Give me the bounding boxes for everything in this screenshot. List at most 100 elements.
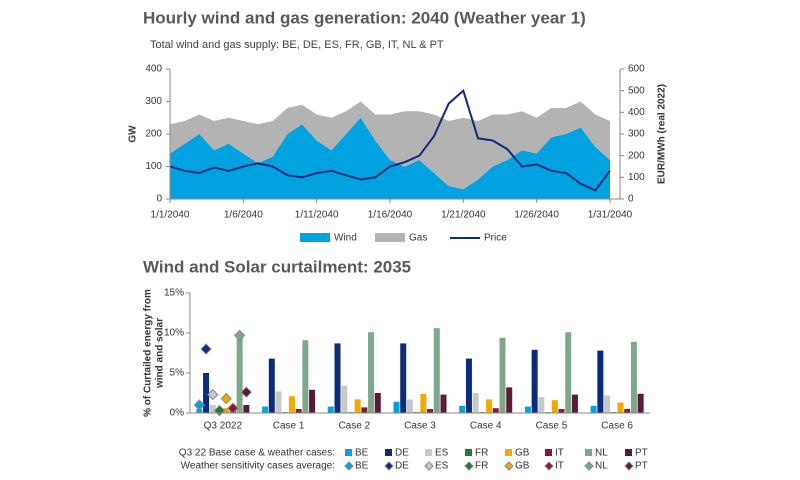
legend-label: DE <box>395 448 409 459</box>
legend-title: Q3 22 Base case & weather cases: <box>179 448 335 459</box>
x-tick-label: 1/21/2040 <box>441 210 486 221</box>
legend-label: FR <box>475 448 488 459</box>
legend-swatch <box>585 449 592 456</box>
y-tick-label: 0% <box>170 408 185 419</box>
x-tick-label: 1/26/2040 <box>514 210 559 221</box>
bar <box>637 393 644 413</box>
legend-label: PT <box>635 461 648 472</box>
legend-swatch <box>384 461 394 471</box>
legend-label: FR <box>475 461 488 472</box>
bar <box>406 399 413 413</box>
bar <box>427 409 434 413</box>
area <box>170 117 610 199</box>
legend-swatch <box>504 461 514 471</box>
y2-tick-label: 300 <box>628 129 645 140</box>
diamond-marker <box>207 388 219 401</box>
y-tick-label: 5% <box>170 368 185 379</box>
bar <box>538 397 545 413</box>
area <box>170 101 610 190</box>
legend-swatch <box>345 449 352 456</box>
y-axis-label: wind and solar <box>155 318 166 389</box>
chart-title: Wind and Solar curtailment: 2035 <box>143 257 411 276</box>
chart-subtitle: Total wind and gas supply: BE, DE, ES, F… <box>150 39 444 51</box>
bar <box>551 400 558 413</box>
x-tick-label: Case 6 <box>601 421 633 432</box>
bar <box>334 343 341 413</box>
x-tick-label: 1/1/2040 <box>151 210 190 221</box>
y-tick-label: 0 <box>156 194 162 205</box>
y-tick-label: 200 <box>145 129 162 140</box>
bar <box>604 395 611 413</box>
legend-label: BE <box>355 461 369 472</box>
legend-swatch <box>300 233 330 242</box>
bar <box>420 393 427 413</box>
diamond-marker <box>220 392 232 405</box>
y-axis-label: % of Curtailed energy from <box>143 289 154 417</box>
bar <box>465 358 472 413</box>
x-tick-label: Case 5 <box>536 421 568 432</box>
bar <box>472 393 479 413</box>
diamond-marker <box>227 402 239 414</box>
bar <box>393 401 400 413</box>
bar <box>374 393 381 413</box>
legend-label: Wind <box>334 233 357 244</box>
y-tick-label: 10% <box>164 328 184 339</box>
legend-swatch <box>424 461 434 471</box>
x-tick-label: Case 4 <box>470 421 502 432</box>
y-tick-label: 400 <box>145 64 162 75</box>
bar <box>459 405 466 413</box>
x-tick-label: 1/16/2040 <box>368 210 413 221</box>
legend-label: IT <box>555 448 564 459</box>
bar <box>354 399 361 413</box>
x-tick-label: 1/11/2040 <box>295 210 339 221</box>
legend-swatch <box>625 449 632 456</box>
diamond-marker <box>193 399 206 411</box>
legend-label: GB <box>515 461 530 472</box>
y-tick-label: 15% <box>164 288 184 299</box>
x-tick-label: Case 2 <box>338 421 370 432</box>
bar <box>196 409 203 413</box>
bar <box>624 409 631 413</box>
legend-swatch <box>545 449 552 456</box>
legend-swatch <box>584 461 594 471</box>
y-tick-label: 100 <box>145 161 162 172</box>
x-tick-label: Case 3 <box>404 421 436 432</box>
bar <box>531 349 538 413</box>
y2-tick-label: 500 <box>628 85 645 96</box>
bar <box>288 396 295 413</box>
legend-label: NL <box>595 461 608 472</box>
bar <box>302 340 309 413</box>
legend-label: Gas <box>409 233 427 244</box>
y2-tick-label: 600 <box>628 64 645 75</box>
legend-label: PT <box>635 448 648 459</box>
y2-axis-label: EUR/MWh (real 2022) <box>657 84 668 184</box>
bar <box>400 343 407 413</box>
bar <box>506 387 513 413</box>
bar <box>243 405 250 413</box>
y2-tick-label: 0 <box>628 194 634 205</box>
legend-label: GB <box>515 448 530 459</box>
diamond-marker <box>213 404 226 417</box>
legend-label: ES <box>435 461 449 472</box>
x-tick-label: Case 1 <box>273 421 305 432</box>
legend-swatch <box>505 449 512 456</box>
price-line <box>169 88 611 192</box>
bar <box>327 406 334 413</box>
y-tick-label: 300 <box>145 96 162 107</box>
bar <box>209 405 216 413</box>
bar <box>236 335 243 413</box>
bar <box>341 385 348 413</box>
legend-swatch <box>375 233 405 242</box>
bar <box>524 406 531 413</box>
legend-label: BE <box>355 448 369 459</box>
legend-label: ES <box>435 448 449 459</box>
bar <box>617 402 624 413</box>
y-axis-label: GW <box>128 125 139 143</box>
y2-tick-label: 200 <box>628 150 645 161</box>
legend-swatch <box>385 449 392 456</box>
bar <box>492 408 499 413</box>
bar <box>571 394 578 413</box>
legend-label: NL <box>595 448 608 459</box>
bar <box>309 389 316 413</box>
